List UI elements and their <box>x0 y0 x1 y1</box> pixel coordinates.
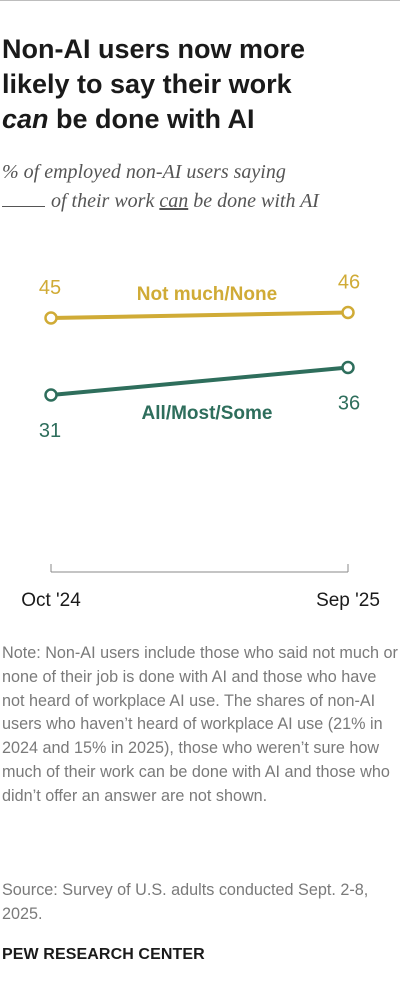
series-layer: 45 46 Not much/None 31 36 All/Most/Some <box>39 272 360 443</box>
brand-logo-text: PEW RESEARCH CENTER <box>2 946 205 963</box>
x-tick-label-oct-24: Oct '24 <box>21 590 81 611</box>
top-rule <box>0 0 400 1</box>
data-point-all-most-some-1 <box>341 360 355 375</box>
x-tick-label-sep-25: Sep '25 <box>316 590 380 611</box>
data-point-not-much-none-0 <box>44 311 58 325</box>
title-line-1: Non-AI users now more <box>2 34 306 64</box>
subtitle-mid: of their work <box>51 190 155 212</box>
subtitle-line-1: % of employed non-AI users saying <box>2 161 286 183</box>
subtitle-line-2: of their work can be done with AI <box>2 187 400 216</box>
data-point-all-most-some-0 <box>44 388 58 402</box>
chart-subtitle: % of employed non-AI users saying of the… <box>2 158 400 216</box>
chart-source: Source: Survey of U.S. adults conducted … <box>2 881 369 923</box>
data-label-all-most-some-1: 36 <box>338 393 360 415</box>
chart-note: Note: Non-AI users include those who sai… <box>2 644 398 805</box>
title-line-2: likely to say their work <box>2 69 292 99</box>
title-emphasis: can <box>2 104 49 134</box>
line-chart: Oct '24 Sep '25 45 46 Not much/None 31 36 All… <box>21 272 380 612</box>
chart-title: Non-AI users now more likely to say thei… <box>2 32 398 137</box>
subtitle-blank <box>2 190 45 207</box>
subtitle-underlined: can <box>159 190 189 212</box>
series-line-not-much-none <box>50 310 349 320</box>
data-label-all-most-some-0: 31 <box>39 420 61 442</box>
series-label-not-much-none: Not much/None <box>137 284 277 305</box>
data-point-not-much-none-1 <box>341 305 355 320</box>
data-label-not-much-none-0: 45 <box>39 277 61 299</box>
series-line-all-most-some <box>50 365 349 397</box>
subtitle-end: be done with AI <box>193 190 319 212</box>
title-line-3-rest: be done with AI <box>48 104 255 134</box>
data-label-not-much-none-1: 46 <box>338 272 360 294</box>
series-label-all-most-some: All/Most/Some <box>142 403 273 424</box>
title-line-3: can be done with AI <box>2 102 398 137</box>
